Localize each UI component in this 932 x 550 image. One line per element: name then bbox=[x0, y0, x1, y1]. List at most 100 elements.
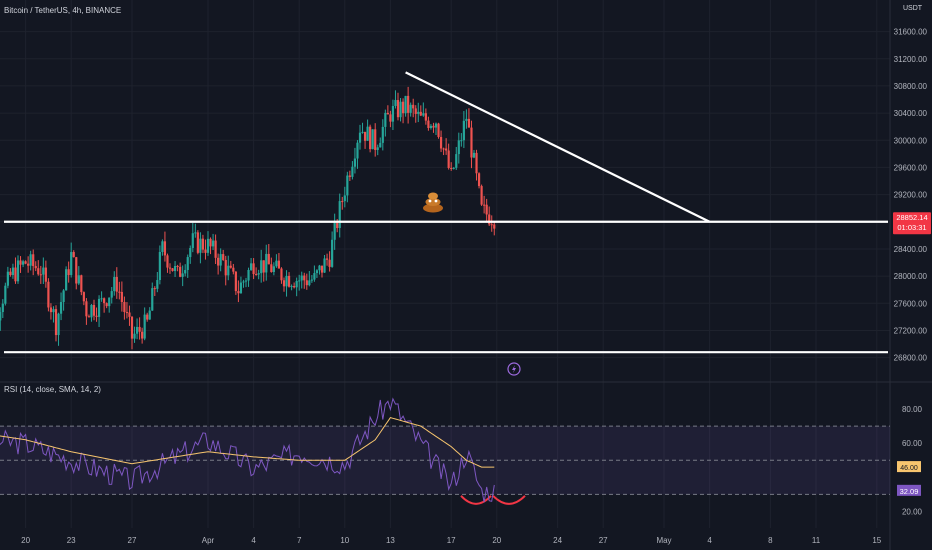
candle-body bbox=[483, 204, 486, 206]
candle-body bbox=[477, 173, 481, 187]
candle-body bbox=[100, 298, 103, 300]
candle-body bbox=[219, 254, 222, 266]
candle-body bbox=[323, 258, 326, 273]
last-price-label-bg bbox=[893, 212, 931, 235]
time-tick-label: 27 bbox=[128, 536, 137, 545]
candle-body bbox=[199, 238, 202, 253]
price-tick-label: 28400.00 bbox=[894, 245, 928, 254]
candle-body bbox=[343, 195, 346, 202]
candle-body bbox=[16, 260, 20, 282]
candle-body bbox=[201, 238, 205, 250]
candle-body bbox=[24, 261, 27, 264]
candle-body bbox=[194, 232, 197, 234]
descending-trendline bbox=[405, 71, 711, 223]
candle-body bbox=[62, 290, 65, 303]
candle-body bbox=[338, 201, 341, 229]
candle-body bbox=[37, 268, 40, 275]
price-tick-label: 30400.00 bbox=[894, 109, 928, 118]
candle-body bbox=[163, 241, 167, 256]
candle-countdown: 01:03:31 bbox=[897, 223, 926, 232]
candle-body bbox=[92, 304, 96, 316]
candle-body bbox=[204, 249, 207, 253]
candle-body bbox=[277, 260, 281, 269]
candle-body bbox=[429, 125, 433, 128]
candle-body bbox=[310, 279, 313, 281]
candle-body bbox=[328, 259, 331, 267]
candle-body bbox=[161, 241, 164, 252]
candle-body bbox=[222, 254, 225, 260]
time-tick-label: 11 bbox=[812, 536, 821, 545]
candle-body bbox=[386, 112, 389, 115]
candle-body bbox=[315, 270, 319, 274]
candle-body bbox=[110, 291, 113, 298]
candle-body bbox=[252, 263, 255, 275]
candle-body bbox=[113, 276, 116, 292]
rsi-title[interactable]: RSI (14, close, SMA, 14, 2) bbox=[4, 385, 101, 394]
rsi-panel bbox=[0, 397, 890, 503]
candle-body bbox=[153, 288, 156, 290]
candle-body bbox=[480, 186, 483, 205]
candle-body bbox=[75, 257, 78, 284]
candle-body bbox=[341, 201, 344, 203]
last-price-value: 28852.14 bbox=[896, 213, 927, 222]
time-tick-label: 23 bbox=[67, 536, 76, 545]
time-tick-label: 24 bbox=[553, 536, 562, 545]
candle-body bbox=[249, 263, 253, 270]
candle-body bbox=[485, 204, 488, 215]
candle-body bbox=[224, 259, 227, 276]
candle-body bbox=[285, 275, 288, 287]
time-tick-label: 15 bbox=[872, 536, 881, 545]
candle-body bbox=[27, 263, 30, 266]
candle-body bbox=[146, 314, 149, 320]
candle-body bbox=[457, 140, 460, 155]
candle-body bbox=[490, 224, 493, 226]
candle-body bbox=[460, 140, 463, 142]
candle-body bbox=[49, 307, 53, 313]
candle-body bbox=[244, 280, 248, 282]
candle-body bbox=[32, 254, 35, 267]
candle-body bbox=[422, 113, 425, 116]
price-tick-label: 29600.00 bbox=[894, 163, 928, 172]
lightning-icon-ring bbox=[507, 362, 521, 376]
candle-body bbox=[34, 266, 37, 269]
candle-body bbox=[1, 303, 4, 313]
candle-body bbox=[407, 95, 410, 113]
candle-body bbox=[287, 275, 291, 287]
candle-body bbox=[272, 266, 275, 273]
candle-body bbox=[90, 304, 93, 318]
candle-body bbox=[379, 142, 382, 148]
candle-body bbox=[19, 260, 22, 265]
price-tick-label: 28000.00 bbox=[894, 272, 928, 281]
candle-body bbox=[290, 286, 293, 288]
candle-body bbox=[85, 301, 88, 317]
candle-body bbox=[414, 108, 417, 114]
rsi-sma-line bbox=[0, 417, 495, 468]
candle-body bbox=[308, 280, 311, 286]
candle-body bbox=[6, 271, 9, 286]
candle-body bbox=[196, 232, 199, 253]
candle-body bbox=[239, 282, 243, 294]
time-tick-label: 13 bbox=[386, 536, 395, 545]
candle-body bbox=[412, 104, 415, 109]
candle-body bbox=[300, 275, 303, 281]
candle-body bbox=[366, 126, 369, 141]
candle-body bbox=[348, 175, 351, 177]
poop-eye-left bbox=[428, 199, 432, 203]
candle-body bbox=[156, 280, 159, 289]
symbol-title[interactable]: Bitcoin / TetherUS, 4h, BINANCE bbox=[4, 6, 122, 15]
candle-body bbox=[135, 326, 139, 334]
candle-body bbox=[447, 150, 450, 168]
candle-body bbox=[346, 175, 349, 196]
time-tick-label: 17 bbox=[447, 536, 456, 545]
candle-body bbox=[141, 331, 144, 339]
candle-body bbox=[125, 312, 129, 314]
candle-body bbox=[214, 240, 217, 258]
candle-body bbox=[120, 291, 123, 302]
candle-body bbox=[232, 267, 235, 272]
candle-body bbox=[171, 268, 174, 271]
price-tick-label: 27200.00 bbox=[894, 326, 928, 335]
candle-body bbox=[303, 275, 306, 281]
time-tick-label: Apr bbox=[202, 536, 215, 545]
candle-body bbox=[361, 131, 364, 133]
candle-body bbox=[325, 258, 329, 260]
